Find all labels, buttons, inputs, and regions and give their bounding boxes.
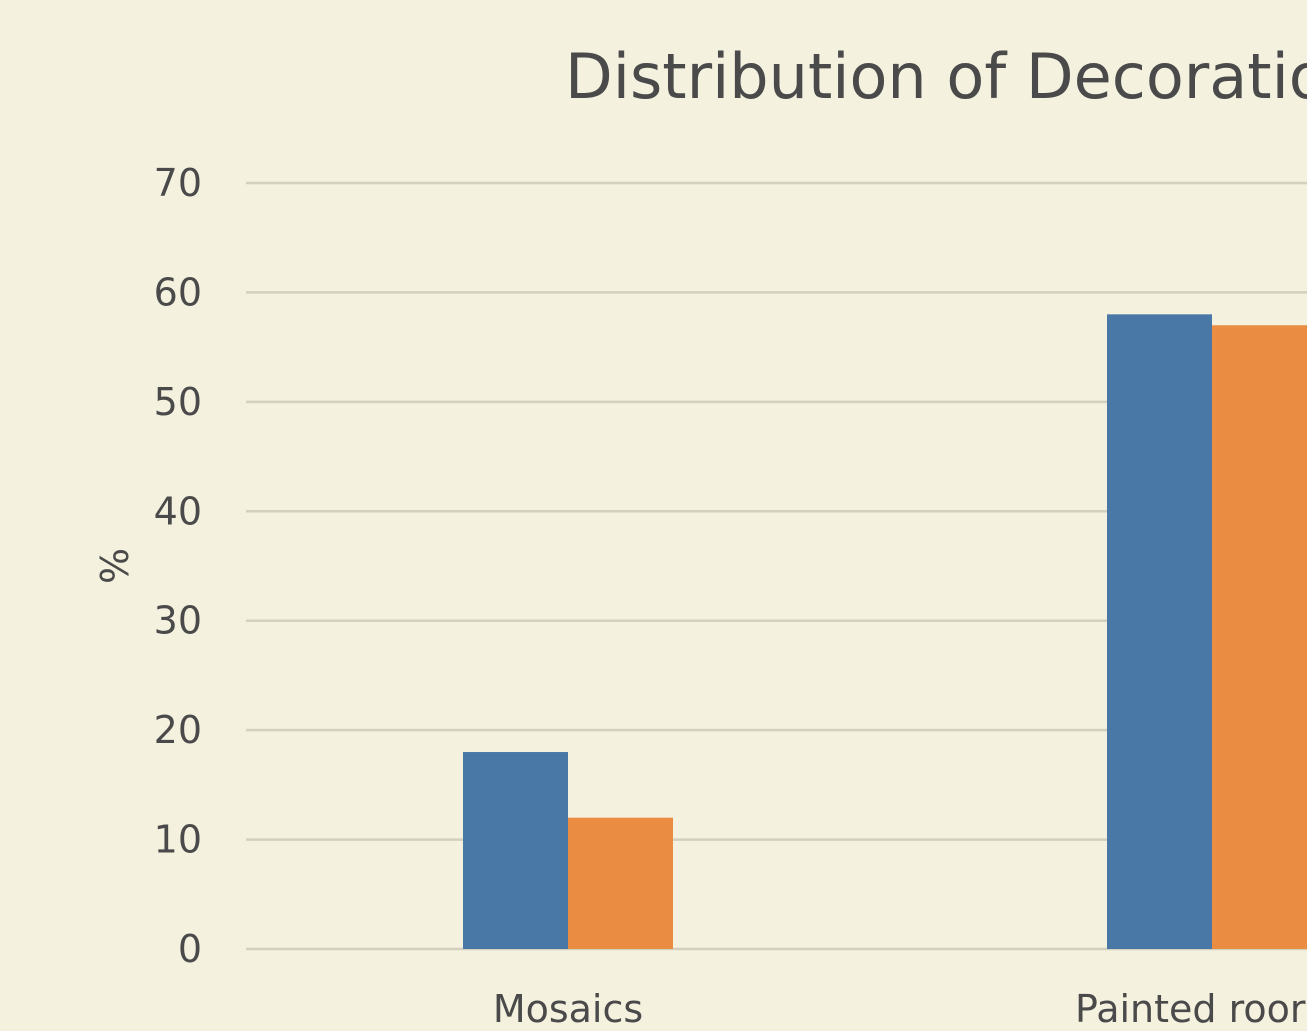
bars	[463, 314, 1307, 949]
x-category-label: Mosaics	[493, 987, 643, 1031]
y-tick-label: 40	[154, 489, 202, 533]
bar-painted-roor-series-1	[1107, 314, 1212, 949]
chart-title: Distribution of Decoratior	[565, 40, 1307, 113]
y-tick-label: 70	[154, 161, 202, 205]
y-axis-label: %	[93, 548, 137, 584]
x-category-label: Painted roor	[1075, 987, 1306, 1031]
y-tick-label: 30	[154, 599, 202, 643]
y-axis-ticks: 0 10 20 30 40 50 60 70	[154, 161, 202, 971]
grid-lines	[246, 181, 1307, 951]
y-tick-label: 20	[154, 708, 202, 752]
y-tick-label: 10	[154, 818, 202, 862]
bar-painted-roor-series-2	[1212, 325, 1307, 949]
bar-mosaics-series-1	[463, 752, 568, 949]
y-tick-label: 60	[154, 270, 202, 314]
y-tick-label: 0	[178, 927, 202, 971]
bar-mosaics-series-2	[568, 817, 673, 949]
y-tick-label: 50	[154, 380, 202, 424]
x-axis-categories: Mosaics Painted roor	[493, 987, 1306, 1031]
